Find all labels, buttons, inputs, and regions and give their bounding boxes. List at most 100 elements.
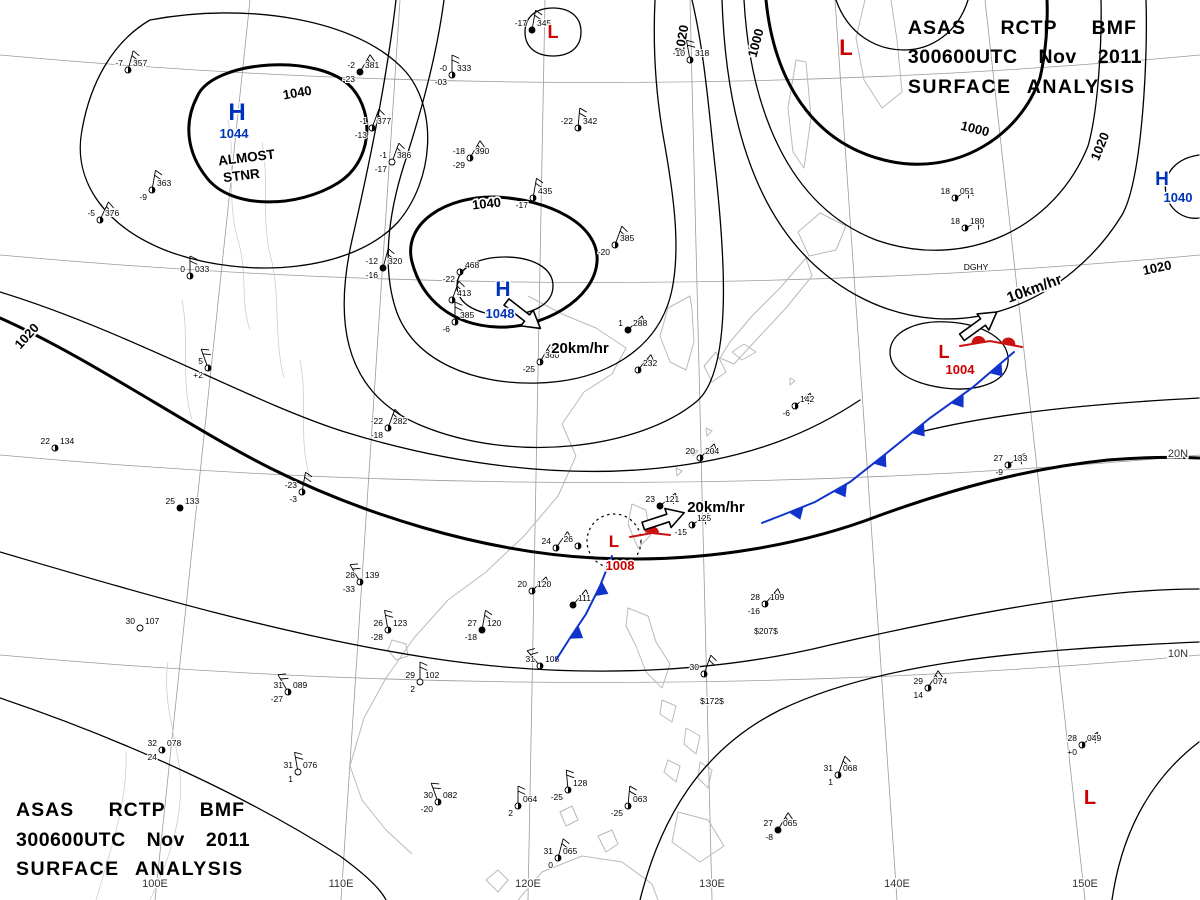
station-plot: 468 -22	[442, 259, 481, 285]
coastline	[731, 343, 757, 361]
station-dewpoint: 2	[508, 808, 513, 818]
wind-barb-feather	[201, 348, 210, 351]
terrain-line	[227, 119, 251, 331]
wind-barb-feather	[451, 59, 460, 64]
station-plot: 31 089 -27	[270, 673, 308, 705]
station-pressure: 033	[195, 264, 209, 274]
wind-barb-shaft	[452, 281, 460, 298]
station-pressure: 082	[443, 790, 457, 800]
station-circle	[356, 68, 364, 76]
station-pressure: 123	[393, 618, 407, 628]
wind-barb-shaft	[629, 315, 643, 329]
longitude-label: 130E	[699, 878, 725, 890]
station-plot: 435 -17	[515, 177, 553, 211]
cloud-cover-half	[765, 601, 768, 607]
wind-barb-shaft	[838, 756, 846, 773]
wind-barb-feather	[419, 666, 428, 671]
station-temp: -1	[359, 116, 367, 126]
station-pressure: 142	[800, 394, 814, 404]
station-temp: -18	[453, 146, 466, 156]
longitude-label: 100E	[142, 878, 168, 890]
station-temp: 28	[751, 592, 761, 602]
station-plot: 111	[569, 589, 592, 609]
coastline	[663, 759, 681, 783]
wind-barb-feather	[774, 592, 779, 600]
wind-barb-feather	[155, 169, 163, 176]
chart-title-line2: 300600UTC Nov 2011	[907, 46, 1142, 69]
station-plots: -7 357 -2 381-23-0 333-03-1 377-13-17 345-10 31…	[40, 9, 1102, 871]
wind-barb-feather	[367, 58, 373, 66]
wind-barb-shaft	[533, 576, 547, 590]
longitude-line	[154, 0, 251, 900]
wind-barb-feather	[536, 177, 544, 184]
wind-barb-shaft	[662, 492, 676, 505]
wind-barb-feather	[687, 44, 696, 48]
wind-barb-shaft	[526, 650, 539, 664]
station-temp: -5	[87, 208, 95, 218]
wind-barb-feather	[394, 408, 401, 416]
station-dewpoint: -27	[271, 694, 284, 704]
station-plot: 413	[448, 280, 472, 304]
chart-title-line2: 300600UTC Nov 2011	[16, 828, 251, 851]
wind-barb-shaft	[797, 392, 811, 405]
station-circle	[528, 26, 536, 34]
station-temp: 27	[764, 818, 774, 828]
station-pressure: 318	[695, 48, 709, 58]
station-temp: -0	[439, 63, 447, 73]
wind-barb-feather	[431, 782, 440, 785]
isobar	[0, 697, 387, 900]
wind-barb-feather	[479, 140, 485, 148]
developing-low-dashed-circle	[586, 513, 642, 569]
station-dewpoint: +2	[193, 370, 203, 380]
wind-barb-feather	[809, 393, 813, 401]
station-pressure: 390	[475, 146, 489, 156]
station-plot: 360 -25	[522, 344, 560, 375]
coastline	[517, 855, 659, 900]
station-dewpoint: -25	[551, 792, 564, 802]
wind-barb-shaft	[766, 588, 779, 602]
wind-barb-feather	[376, 113, 384, 120]
wind-barb-shaft	[430, 783, 438, 800]
station-temp: 30	[424, 790, 434, 800]
longitude-line	[340, 0, 401, 900]
station-dewpoint: -25	[523, 364, 536, 374]
station-circle	[569, 601, 577, 609]
station-temp: 29	[406, 670, 416, 680]
terrain-line	[261, 141, 285, 379]
fronts	[555, 335, 1023, 661]
wind-barb-feather	[535, 9, 543, 16]
cloud-cover-half	[455, 319, 458, 325]
cloud-cover-half	[452, 72, 455, 78]
wind-barb-shaft	[152, 170, 156, 188]
station-plot: 22 134	[40, 435, 75, 452]
cloud-cover-half	[578, 125, 581, 131]
terrain-line	[299, 359, 311, 479]
wind-barb-shaft	[471, 140, 481, 156]
station-pressure: 076	[303, 760, 317, 770]
wind-barb-shaft	[957, 187, 973, 197]
wind-barb-feather	[1023, 453, 1027, 462]
isobar	[409, 195, 599, 329]
wind-barb-feather	[638, 319, 642, 328]
wind-barb-shaft	[384, 610, 388, 628]
station-plot: 30 107	[125, 615, 160, 632]
station-temp: 18	[941, 186, 951, 196]
wind-barb-shaft	[694, 513, 709, 524]
cold-front-line	[555, 555, 613, 661]
wind-barb-feather	[485, 609, 493, 616]
station-plot: 363 -9	[138, 169, 172, 203]
wind-barb-shaft	[627, 786, 631, 804]
low-center-symbol: L	[609, 532, 619, 551]
wind-barb-feather	[629, 790, 637, 796]
wind-barb-feather	[131, 55, 139, 61]
wind-barb-feather	[542, 580, 546, 589]
station-plot: 125 -15	[674, 512, 713, 538]
station-temp: 31	[544, 846, 554, 856]
station-pressure: 108	[545, 654, 559, 664]
coastline	[349, 295, 627, 855]
wind-barb-shaft	[482, 610, 486, 628]
wind-barb-feather	[785, 816, 791, 824]
